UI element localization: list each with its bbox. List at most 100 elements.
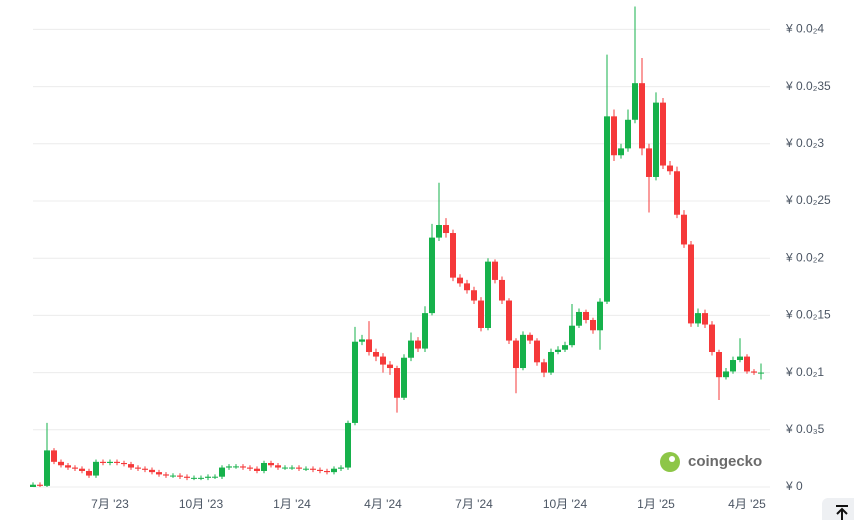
x-tick-label: 7月 '23 <box>91 497 129 511</box>
candle-body <box>44 450 50 486</box>
candle-body <box>499 279 505 301</box>
candle-body <box>604 116 610 302</box>
candle-body <box>93 461 99 476</box>
x-tick-label: 10月 '23 <box>179 497 224 511</box>
candle-body <box>597 301 603 331</box>
candle-body <box>737 356 743 361</box>
candle-body <box>212 476 218 478</box>
candle-body <box>527 334 533 341</box>
watermark-logo <box>660 452 680 472</box>
candle-body <box>443 225 449 234</box>
candle-body <box>303 468 309 470</box>
candle-body <box>163 474 169 476</box>
y-tick-label: ¥ 0.0₂25 <box>785 193 831 207</box>
candle-body <box>471 290 477 301</box>
candle-body <box>688 244 694 324</box>
candle-body <box>128 464 134 468</box>
candle-body <box>758 372 764 374</box>
candle-body <box>415 340 421 349</box>
candle-body <box>422 313 428 349</box>
candle-body <box>583 311 589 320</box>
candle-body <box>632 83 638 120</box>
candle-body <box>450 233 456 278</box>
candle-body <box>534 340 540 363</box>
candle-body <box>226 466 232 468</box>
y-tick-label: ¥ 0.0₃5 <box>785 422 825 436</box>
candle-body <box>338 467 344 469</box>
candle-body <box>219 467 225 477</box>
button-icon-arrow <box>836 507 848 520</box>
candle-body <box>100 461 106 463</box>
candle-body <box>205 476 211 478</box>
candle-body <box>667 165 673 172</box>
candle-body <box>429 237 435 314</box>
candle-body <box>268 462 274 466</box>
x-tick-label: 1月 '24 <box>273 497 311 511</box>
candle-body <box>184 476 190 478</box>
y-tick-label: ¥ 0.0₂3 <box>785 136 824 150</box>
candle-body <box>730 360 736 372</box>
candle-body <box>548 352 554 373</box>
candle-body <box>107 461 113 463</box>
candle-body <box>324 470 330 473</box>
candle-body <box>618 148 624 156</box>
button-bg[interactable] <box>822 498 854 520</box>
candle-body <box>51 450 57 462</box>
candle-body <box>373 352 379 357</box>
candle-body <box>331 468 337 473</box>
candle-body <box>79 468 85 471</box>
candle-body <box>478 300 484 328</box>
x-tick-label: 1月 '25 <box>637 497 675 511</box>
candle-body <box>506 300 512 341</box>
watermark: coingecko <box>660 452 762 472</box>
candle-body <box>723 371 729 378</box>
candle-body <box>625 119 631 149</box>
candle-body <box>177 475 183 477</box>
candle-body <box>681 214 687 245</box>
candle-body <box>282 467 288 469</box>
candle-body <box>394 368 400 398</box>
candle-body <box>149 469 155 473</box>
watermark-logo-eye <box>669 456 675 462</box>
candle-body <box>345 422 351 468</box>
plot: ¥ 0 ¥ 0.0₃5 ¥ 0.0₂1 ¥ 0.0₂15 ¥ 0.0₂2 ¥ 0.0₂25… <box>30 6 831 511</box>
candle-body <box>366 339 372 353</box>
candle-body <box>576 311 582 326</box>
candle-body <box>156 472 162 475</box>
x-tick-label: 4月 '25 <box>728 497 766 511</box>
candle-body <box>310 468 316 470</box>
candle-body <box>674 171 680 215</box>
candle-body <box>457 277 463 284</box>
candle-body <box>639 83 645 149</box>
x-tick-label: 10月 '24 <box>543 497 588 511</box>
scroll-top-button[interactable] <box>822 498 854 520</box>
candle-body <box>653 102 659 177</box>
candle-body <box>142 468 148 470</box>
candle-body <box>121 462 127 465</box>
candle-body <box>751 371 757 373</box>
y-tick-label: ¥ 0.0₂4 <box>785 22 824 36</box>
candle-body <box>401 357 407 398</box>
candle-body <box>611 116 617 156</box>
candle-body <box>408 340 414 358</box>
candle-body <box>716 352 722 378</box>
candle-body <box>72 467 78 469</box>
candle-body <box>86 470 92 476</box>
x-tick-label: 7月 '24 <box>455 497 493 511</box>
candle-body <box>492 261 498 280</box>
candle-body <box>275 465 281 468</box>
candle-body <box>135 467 141 469</box>
candle-body <box>37 484 43 486</box>
candle-body <box>352 341 358 423</box>
candle-body <box>58 461 64 466</box>
candle-body <box>702 313 708 325</box>
y-tick-label: ¥ 0.0₂2 <box>785 250 824 264</box>
candle-body <box>30 484 36 487</box>
candle-body <box>247 467 253 469</box>
candle-body <box>590 319 596 331</box>
candle-body <box>709 324 715 353</box>
candle-body <box>261 462 267 471</box>
y-tick-label: ¥ 0.0₂35 <box>785 79 831 93</box>
